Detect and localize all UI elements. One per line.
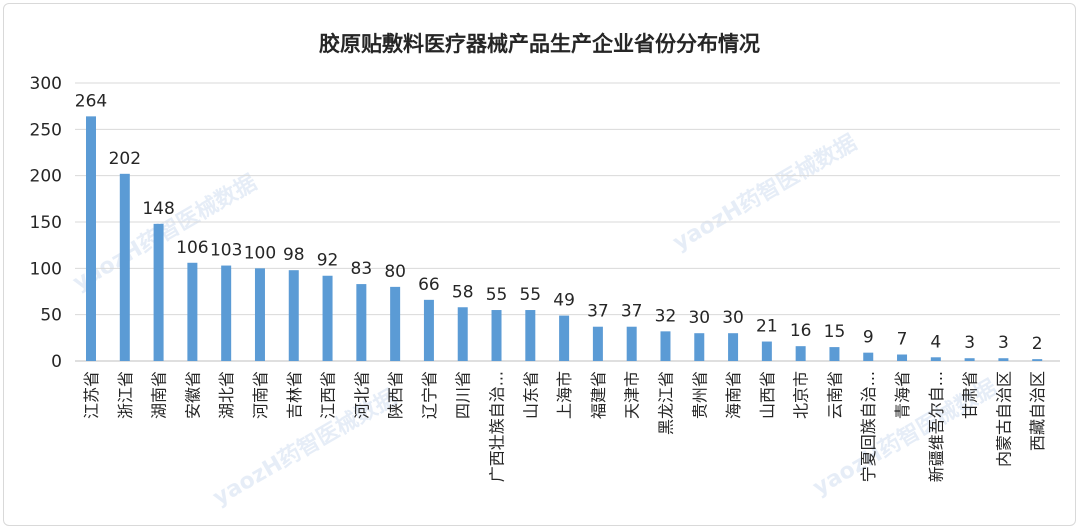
bar bbox=[998, 358, 1009, 361]
category-label: 黑龙江省 bbox=[656, 371, 675, 435]
category-label: 上海市 bbox=[555, 371, 574, 419]
y-tick-label: 150 bbox=[30, 213, 62, 233]
bar bbox=[491, 310, 502, 361]
data-label: 106 bbox=[176, 238, 208, 258]
bar bbox=[221, 265, 232, 361]
category-label: 江西省 bbox=[319, 371, 338, 419]
data-label: 7 bbox=[897, 330, 908, 350]
category-label: 江苏省 bbox=[82, 371, 101, 419]
chart-frame bbox=[3, 3, 1076, 526]
data-label: 103 bbox=[210, 241, 242, 261]
category-label: 海南省 bbox=[724, 371, 743, 419]
data-label: 9 bbox=[863, 328, 874, 348]
category-label: 福建省 bbox=[589, 371, 608, 419]
bar bbox=[761, 341, 772, 361]
category-label: 北京市 bbox=[792, 371, 811, 419]
bar bbox=[964, 358, 975, 361]
data-label: 202 bbox=[109, 149, 141, 169]
bar bbox=[728, 333, 739, 361]
category-label: 辽宁省 bbox=[420, 371, 439, 419]
bar bbox=[423, 299, 434, 361]
bar bbox=[86, 116, 96, 361]
category-label: 西藏自治区 bbox=[1028, 371, 1047, 451]
bar bbox=[694, 333, 705, 361]
bar bbox=[153, 223, 164, 361]
data-label: 3 bbox=[998, 333, 1009, 353]
data-label: 30 bbox=[688, 308, 710, 328]
bar bbox=[559, 315, 570, 361]
category-label: 河北省 bbox=[352, 371, 371, 419]
data-label: 37 bbox=[621, 302, 643, 322]
bar bbox=[660, 331, 671, 361]
bar bbox=[254, 268, 265, 361]
data-label: 21 bbox=[756, 317, 778, 337]
category-label: 吉林省 bbox=[285, 371, 304, 419]
bar bbox=[592, 326, 603, 361]
category-label: 四川省 bbox=[454, 371, 473, 419]
category-label: 青海省 bbox=[893, 371, 912, 419]
bar bbox=[356, 284, 367, 361]
bar bbox=[525, 310, 536, 361]
category-label: 山东省 bbox=[521, 371, 540, 419]
y-tick-label: 100 bbox=[30, 259, 62, 279]
bar bbox=[119, 173, 130, 361]
data-label: 100 bbox=[244, 243, 276, 263]
y-tick-label: 200 bbox=[30, 167, 62, 187]
bar bbox=[795, 346, 806, 361]
bar bbox=[897, 354, 908, 361]
data-label: 92 bbox=[317, 251, 339, 271]
data-label: 2 bbox=[1032, 334, 1043, 354]
category-label: 湖南省 bbox=[150, 371, 169, 419]
data-label: 55 bbox=[519, 285, 541, 305]
data-label: 37 bbox=[587, 302, 609, 322]
category-label: 宁夏回族自治... bbox=[859, 371, 878, 482]
bar bbox=[390, 286, 401, 361]
data-label: 32 bbox=[655, 306, 677, 326]
category-label: 甘肃省 bbox=[961, 371, 980, 419]
category-label: 河南省 bbox=[251, 371, 270, 419]
category-label: 浙江省 bbox=[116, 371, 135, 419]
category-label: 安徽省 bbox=[183, 371, 202, 419]
category-label: 云南省 bbox=[825, 371, 844, 419]
category-label: 贵州省 bbox=[690, 371, 709, 419]
bar bbox=[457, 307, 468, 361]
data-label: 98 bbox=[283, 245, 305, 265]
data-label: 3 bbox=[964, 333, 975, 353]
category-label: 陕西省 bbox=[386, 371, 405, 419]
data-label: 15 bbox=[824, 322, 846, 342]
chart-title: 胶原贴敷料医疗器械产品生产企业省份分布情况 bbox=[319, 32, 760, 56]
data-label: 30 bbox=[722, 308, 744, 328]
bar bbox=[322, 275, 333, 361]
category-label: 湖北省 bbox=[217, 371, 236, 419]
y-tick-label: 0 bbox=[51, 352, 62, 372]
bar bbox=[626, 326, 637, 361]
y-tick-label: 50 bbox=[40, 306, 62, 326]
bar bbox=[288, 270, 299, 361]
data-label: 148 bbox=[142, 199, 174, 219]
bar bbox=[930, 357, 941, 361]
category-label: 广西壮族自治... bbox=[488, 371, 507, 482]
data-label: 55 bbox=[486, 285, 508, 305]
bar bbox=[187, 262, 198, 361]
data-label: 80 bbox=[384, 262, 406, 282]
data-label: 16 bbox=[790, 321, 812, 341]
category-label: 天津市 bbox=[623, 371, 642, 419]
data-label: 58 bbox=[452, 282, 474, 302]
y-tick-label: 250 bbox=[30, 120, 62, 140]
category-label: 新疆维吾尔自... bbox=[927, 371, 946, 482]
data-label: 66 bbox=[418, 275, 440, 295]
y-tick-label: 300 bbox=[30, 74, 62, 94]
data-label: 49 bbox=[553, 291, 575, 311]
data-label: 83 bbox=[351, 259, 373, 279]
bar bbox=[1032, 359, 1043, 361]
bar bbox=[829, 347, 840, 361]
bar bbox=[863, 352, 874, 361]
data-label: 264 bbox=[75, 91, 107, 111]
category-label: 内蒙古自治区 bbox=[994, 371, 1013, 467]
category-label: 山西省 bbox=[758, 371, 777, 419]
data-label: 4 bbox=[930, 332, 941, 352]
